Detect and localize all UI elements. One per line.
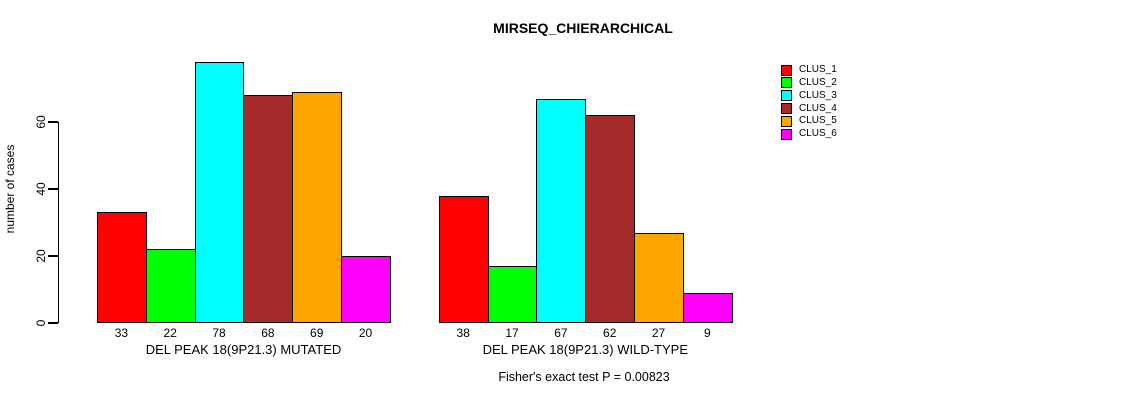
legend-item: CLUS_5	[781, 115, 837, 127]
legend-label: CLUS_3	[799, 89, 837, 101]
bar-clus_5	[634, 232, 684, 323]
y-tick-mark	[48, 121, 58, 123]
y-tick-label: 0	[34, 319, 48, 327]
bar-value-label: 33	[114, 326, 129, 340]
bar-value-label: 20	[358, 326, 373, 340]
fisher-test-annotation: Fisher's exact test P = 0.00823	[498, 370, 670, 384]
bar-value-label: 68	[261, 326, 275, 340]
y-axis-line	[58, 122, 60, 323]
legend-label: CLUS_1	[799, 64, 837, 75]
x-group-label: DEL PEAK 18(9P21.3) WILD-TYPE	[482, 342, 689, 357]
bar-clus_4	[243, 95, 294, 323]
legend-label: CLUS_4	[799, 102, 837, 114]
y-tick-mark	[48, 255, 58, 257]
bar-value-label: 17	[505, 326, 519, 340]
chart-title: MIRSEQ_CHIERARCHICAL	[493, 20, 673, 36]
y-tick-label: 60	[34, 115, 48, 129]
legend-item: CLUS_1	[781, 64, 837, 76]
bar-clus_2	[487, 266, 538, 323]
bar-value-label: 67	[554, 326, 568, 340]
bar-clus_1	[438, 195, 489, 323]
bar-value-label: 62	[603, 326, 617, 340]
y-tick-mark	[48, 322, 58, 324]
bar-clus_2	[145, 249, 196, 323]
legend-label: CLUS_2	[799, 76, 837, 88]
legend-swatch-clus_3	[781, 90, 792, 102]
bar-clus_1	[97, 212, 147, 323]
legend-item: CLUS_4	[781, 103, 837, 115]
bar-value-label: 27	[651, 326, 666, 340]
legend-swatch-clus_2	[781, 77, 792, 89]
legend-swatch-clus_4	[781, 103, 792, 115]
y-tick-label: 40	[34, 182, 48, 196]
bar-clus_5	[292, 91, 343, 323]
bar-clus_4	[585, 115, 636, 323]
legend-item: CLUS_2	[781, 77, 837, 89]
bar-clus_6	[341, 256, 391, 323]
bar-value-label: 78	[212, 326, 226, 340]
bar-clus_6	[682, 292, 733, 323]
y-axis-label: number of cases	[3, 144, 17, 234]
y-tick-mark	[48, 188, 58, 190]
legend-item: CLUS_6	[781, 128, 837, 140]
bar-value-label: 69	[310, 326, 324, 340]
legend-swatch-clus_5	[781, 115, 792, 127]
x-group-label: DEL PEAK 18(9P21.3) MUTATED	[145, 342, 342, 357]
legend-label: CLUS_6	[799, 128, 837, 140]
legend-swatch-clus_6	[781, 128, 792, 140]
bar-clus_3	[536, 98, 587, 323]
legend-swatch-clus_1	[781, 64, 792, 76]
bar-value-label: 22	[163, 326, 177, 340]
bar-value-label: 38	[456, 326, 470, 340]
legend-label: CLUS_5	[799, 115, 837, 127]
bar-clus_3	[194, 61, 245, 323]
legend-item: CLUS_3	[781, 90, 837, 102]
y-tick-label: 20	[34, 249, 48, 263]
bar-value-label: 9	[704, 326, 711, 340]
